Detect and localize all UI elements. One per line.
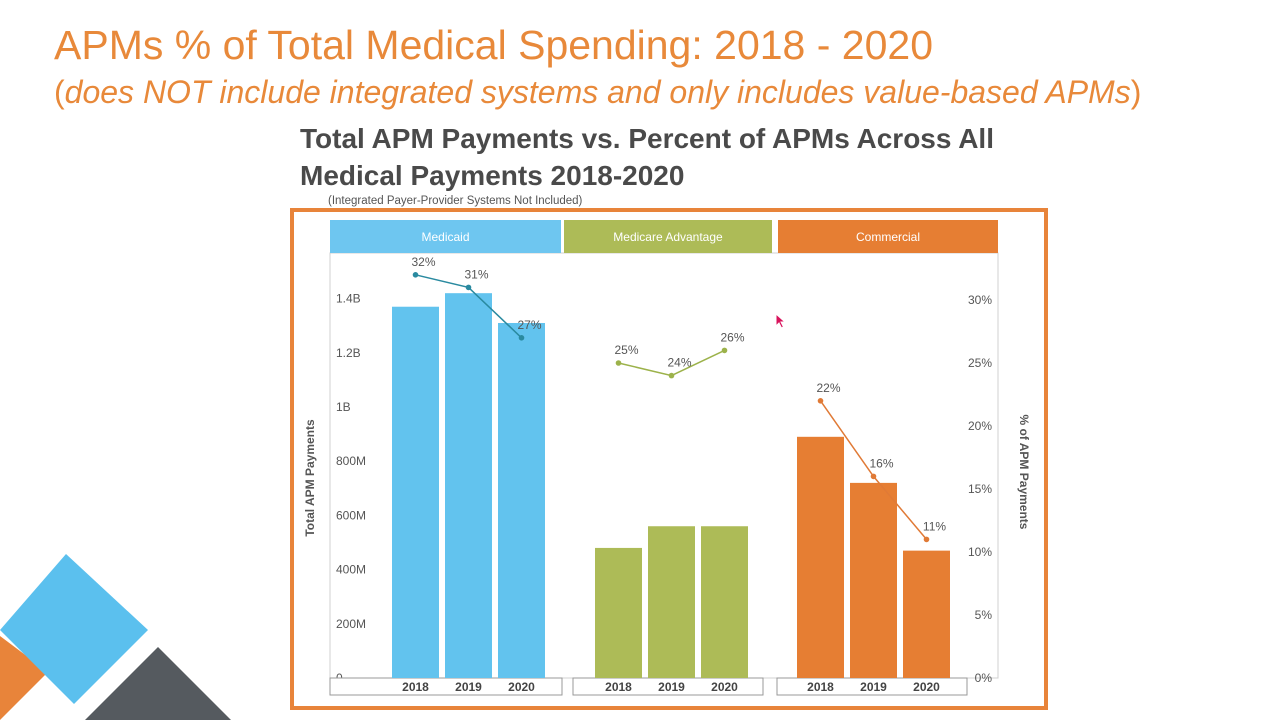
y2-tick-label-1: 5% — [975, 608, 993, 622]
percent-point-commercial-2019 — [870, 473, 877, 480]
percent-point-medicare-advantage-2019 — [668, 372, 675, 379]
percent-point-commercial-2018 — [817, 398, 824, 404]
y2-axis-title: % of APM Payments — [1017, 415, 1031, 530]
chart-frame — [290, 208, 1048, 710]
x-tick-label-commercial-2020: 2020 — [913, 680, 940, 694]
percent-label-commercial-2020: 11% — [923, 519, 946, 533]
percent-point-commercial-2020 — [923, 536, 930, 543]
x-tick-label-commercial-2019: 2019 — [860, 680, 887, 694]
slide-subtitle: (does NOT include integrated systems and… — [54, 74, 1141, 111]
bar-commercial-2020 — [903, 550, 950, 678]
chart-note: (Integrated Payer-Provider Systems Not I… — [328, 195, 583, 207]
slide-title: APMs % of Total Medical Spending: 2018 -… — [54, 22, 933, 68]
subtitle-close-paren: ) — [1130, 74, 1142, 110]
x-tick-label-medicare-advantage-2020: 2020 — [711, 680, 738, 694]
gray-diamond-shape — [85, 647, 231, 720]
bar-commercial-2019 — [850, 482, 897, 678]
y-tick-label-6: 1.2B — [336, 346, 361, 360]
y2-tick-label-3: 15% — [968, 482, 992, 496]
percent-point-medicaid-2020 — [518, 335, 525, 341]
percent-label-medicaid-2019: 31% — [464, 267, 488, 281]
y2-tick-label-5: 25% — [968, 356, 992, 370]
chart-title: Total APM Payments vs. Percent of APMs A… — [300, 123, 994, 191]
y-tick-label-4: 800M — [336, 454, 366, 468]
percent-point-medicaid-2018 — [412, 272, 419, 278]
bar-medicaid-2019 — [445, 293, 492, 678]
percent-point-medicare-advantage-2020 — [721, 347, 728, 354]
bar-medicare-advantage-2020 — [701, 526, 748, 678]
percent-label-commercial-2019: 16% — [869, 456, 893, 470]
percent-label-medicare-advantage-2019: 24% — [667, 356, 691, 370]
bar-medicaid-2020 — [498, 322, 545, 678]
percent-label-medicaid-2018: 32% — [411, 255, 435, 269]
y-tick-label-5: 1B — [336, 400, 351, 414]
percent-label-medicare-advantage-2020: 26% — [720, 330, 744, 344]
group-header-medicaid — [330, 220, 561, 253]
group-header-label-medicare-advantage: Medicare Advantage — [613, 230, 723, 244]
y-tick-label-1: 200M — [336, 617, 366, 631]
percent-label-medicare-advantage-2018: 25% — [614, 343, 638, 357]
mouse-cursor-icon — [775, 313, 787, 329]
orange-diamond-shape — [0, 636, 48, 720]
x-tick-label-medicaid-2019: 2019 — [455, 680, 482, 694]
decorative-diamonds — [0, 554, 231, 720]
y-axis-title: Total APM Payments — [303, 419, 317, 537]
y-tick-label-3: 600M — [336, 508, 366, 522]
group-header-medicare-advantage — [564, 220, 772, 253]
x-tick-label-medicaid-2018: 2018 — [402, 680, 429, 694]
group-header-commercial — [778, 220, 998, 253]
subtitle-open-paren: ( — [54, 74, 65, 110]
y2-tick-label-0: 0% — [975, 671, 993, 685]
x-tick-label-medicare-advantage-2019: 2019 — [658, 680, 685, 694]
bar-medicare-advantage-2018 — [595, 547, 642, 678]
blue-diamond-shape — [0, 554, 148, 704]
subtitle-italic-text: does NOT include integrated systems and … — [64, 74, 1131, 110]
y-tick-label-7: 1.4B — [336, 292, 361, 306]
y2-tick-label-4: 20% — [968, 419, 992, 433]
group-header-label-medicaid: Medicaid — [421, 230, 469, 244]
y2-tick-label-6: 30% — [968, 293, 992, 307]
group-header-label-commercial: Commercial — [856, 230, 920, 244]
bar-commercial-2018 — [797, 436, 844, 678]
y2-tick-label-2: 10% — [968, 545, 992, 559]
bar-medicare-advantage-2019 — [648, 526, 695, 678]
x-tick-label-commercial-2018: 2018 — [807, 680, 834, 694]
y-tick-label-2: 400M — [336, 563, 366, 577]
x-tick-label-medicare-advantage-2018: 2018 — [605, 680, 632, 694]
percent-label-medicaid-2020: 27% — [517, 318, 541, 332]
percent-point-medicare-advantage-2018 — [615, 360, 622, 366]
percent-point-medicaid-2019 — [465, 284, 472, 291]
bar-medicaid-2018 — [392, 306, 439, 678]
percent-label-commercial-2018: 22% — [816, 381, 840, 395]
x-tick-label-medicaid-2020: 2020 — [508, 680, 535, 694]
